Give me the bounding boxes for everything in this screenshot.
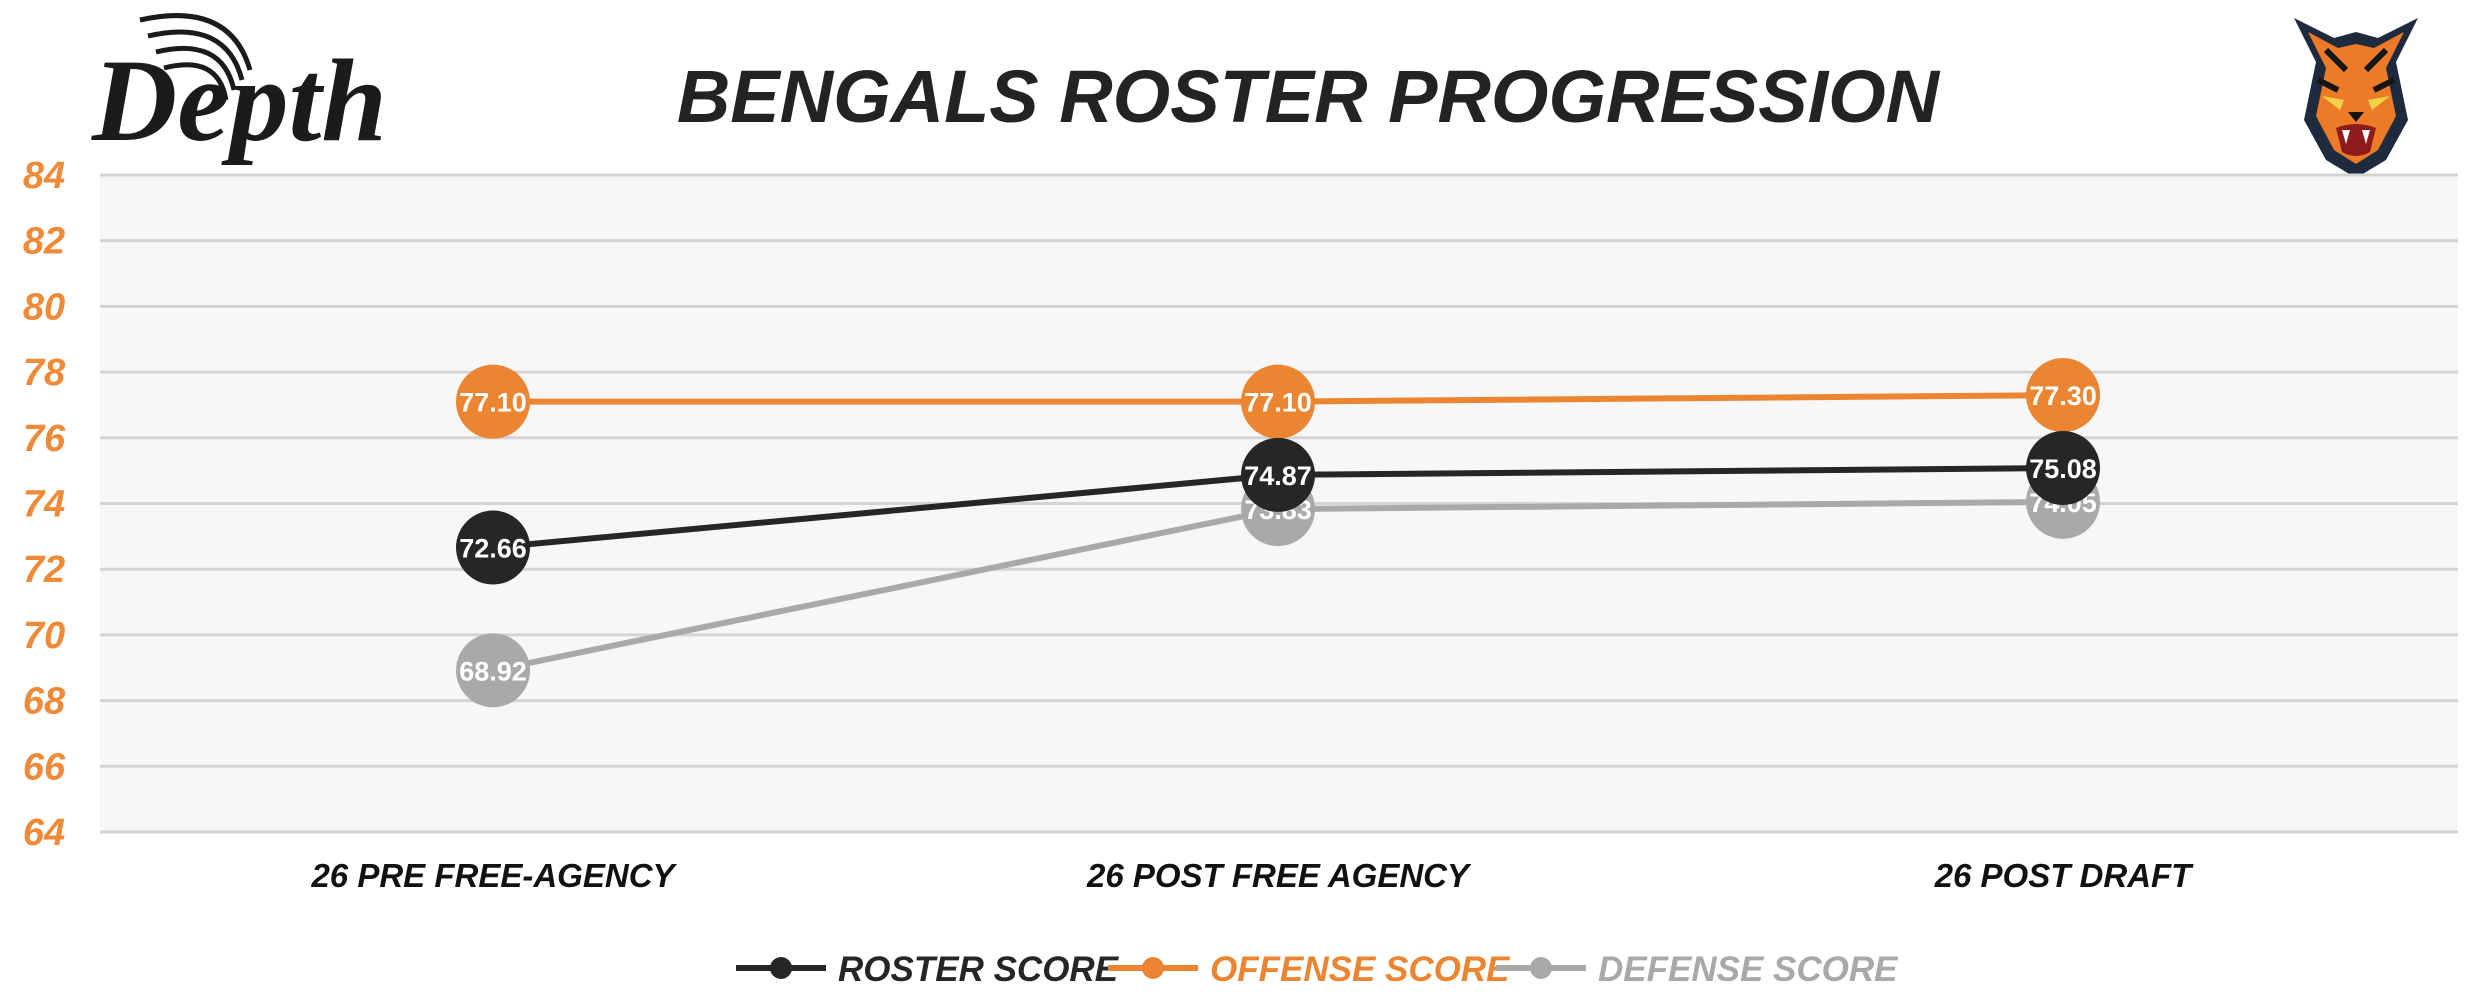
y-tick-label: 80 <box>23 286 65 328</box>
brand-logo: Depth <box>91 13 387 166</box>
data-point <box>456 510 530 585</box>
data-point <box>2026 431 2100 506</box>
chart-title: BENGALS ROSTER PROGRESSION <box>677 55 1941 138</box>
y-tick-label: 66 <box>23 746 66 788</box>
data-point <box>2026 358 2100 433</box>
legend-label: DEFENSE SCORE <box>1598 950 1899 989</box>
y-tick-label: 82 <box>23 221 65 263</box>
logo-swoosh-icon <box>139 13 253 101</box>
y-tick-label: 72 <box>23 549 65 591</box>
data-label: 77.30 <box>2029 381 2097 411</box>
data-label: 74.87 <box>1244 461 1312 491</box>
y-tick-label: 74 <box>23 484 65 526</box>
legend-marker <box>1530 957 1552 979</box>
legend-marker <box>770 957 792 979</box>
plot-area: 64 66 68 70 72 74 76 78 80 82 84 26 PRE FREE-AGENCY… <box>23 155 2458 989</box>
data-point <box>456 364 530 439</box>
legend-label: OFFENSE SCORE <box>1210 950 1511 989</box>
data-point <box>1241 364 1315 439</box>
y-tick-label: 76 <box>23 418 66 460</box>
y-tick-label: 68 <box>23 681 66 723</box>
tiger-head-icon <box>2294 18 2418 178</box>
y-tick-label: 64 <box>23 812 65 854</box>
logo-text: Depth <box>91 35 387 166</box>
data-label: 77.10 <box>459 388 527 418</box>
y-tick-label: 78 <box>23 352 66 394</box>
x-tick-label: 26 POST DRAFT <box>1934 857 2195 894</box>
data-label: 72.66 <box>459 534 527 564</box>
x-tick-label: 26 POST FREE AGENCY <box>1086 857 1472 894</box>
data-label: 68.92 <box>459 656 527 686</box>
data-point <box>1241 437 1315 512</box>
y-tick-label: 84 <box>23 155 65 197</box>
x-tick-label: 26 PRE FREE-AGENCY <box>310 857 677 894</box>
y-tick-label: 70 <box>23 615 65 657</box>
legend: ROSTER SCORE OFFENSE SCORE DEFENSE SCORE <box>736 950 1899 989</box>
data-label: 77.10 <box>1244 388 1312 418</box>
legend-label: ROSTER SCORE <box>838 950 1120 989</box>
data-label: 75.08 <box>2029 454 2097 484</box>
data-point <box>456 633 530 708</box>
legend-marker <box>1142 957 1164 979</box>
